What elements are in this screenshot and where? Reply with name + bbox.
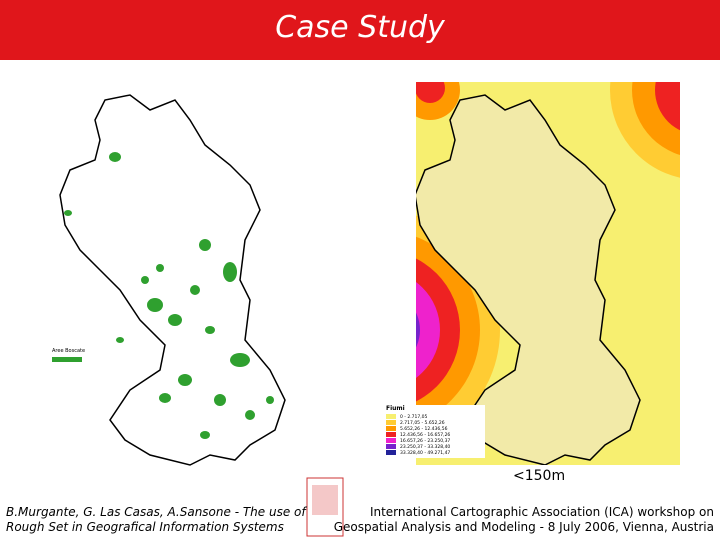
legend-swatch — [386, 438, 396, 443]
legend-swatch — [52, 357, 82, 362]
legend-swatch — [386, 432, 396, 437]
forest-patches — [64, 152, 274, 439]
footer-left: B.Murgante, G. Las Casas, A.Sansone - Th… — [6, 505, 306, 535]
legend-item: 0 - 2.717,05 — [400, 414, 428, 420]
legend-item: 33.328,40 - 49.271,47 — [400, 450, 450, 456]
legend-item: 2.717,05 - 5.652,26 — [400, 420, 445, 426]
legend-item: 12.436,56 - 16.657,26 — [400, 432, 450, 438]
slide-title: Case Study — [275, 10, 445, 45]
legend-item: 16.657,26 - 23.250,37 — [400, 438, 450, 444]
footer-line: Rough Set in Geografical Information Sys… — [6, 520, 284, 534]
legend-item: 5.652,26 - 12.436,56 — [400, 426, 448, 432]
legend-swatch — [386, 444, 396, 449]
legend-swatch — [386, 450, 396, 455]
legend-swatch — [386, 426, 396, 431]
header-bar — [0, 0, 720, 60]
legend-item: 23.250,37 - 33.328,40 — [400, 444, 450, 450]
region-outline — [59, 94, 286, 466]
legend-swatch — [386, 420, 396, 425]
legend-label: Aree Boscate — [52, 348, 85, 354]
footer-right: International Cartographic Association (… — [334, 505, 714, 535]
legend-title: Fiumi — [386, 405, 405, 412]
distance-map — [416, 82, 680, 465]
logo-mark — [312, 485, 338, 515]
legend-swatch — [386, 414, 396, 419]
footer-line: Geospatial Analysis and Modeling - 8 Jul… — [333, 520, 714, 534]
legend-box — [383, 405, 485, 458]
footer-line: B.Murgante, G. Las Casas, A.Sansone - Th… — [6, 505, 306, 519]
annotation: <150m — [513, 468, 565, 484]
footer-line: International Cartographic Association (… — [369, 505, 714, 519]
